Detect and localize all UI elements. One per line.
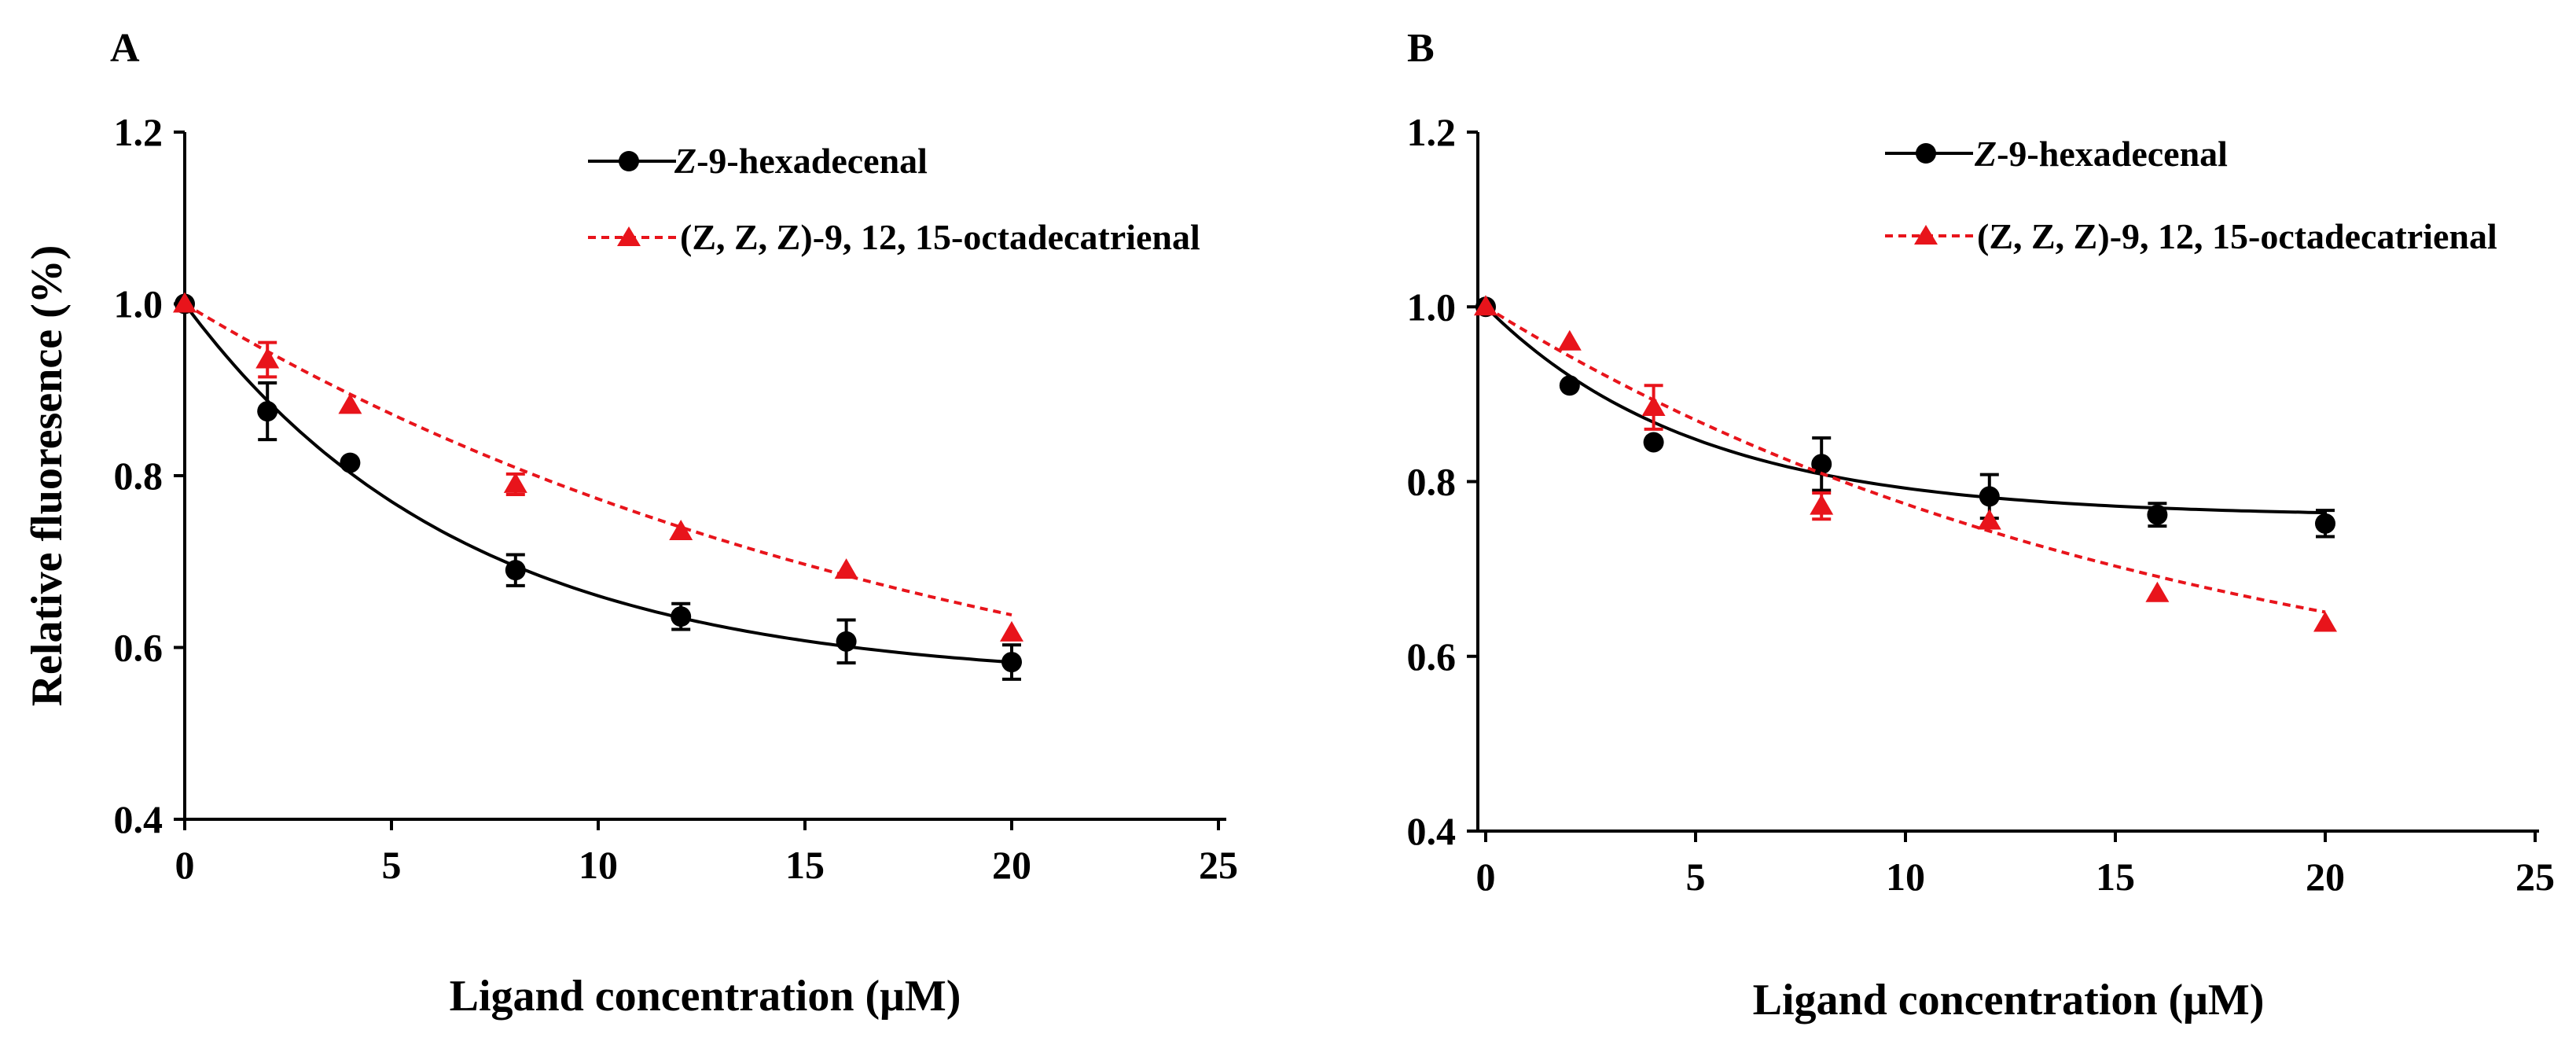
- panel-a-y-tick-label: 1.0: [114, 282, 164, 326]
- panel-a-y-tick-label: 0.6: [114, 626, 164, 670]
- panel-a-octadecatrienal-point: [338, 393, 362, 414]
- legend-label-prefix: (Z, Z, Z): [1977, 216, 2110, 256]
- panel-b-hexadecenal-point: [1811, 454, 1832, 475]
- panel-b-y-tick-label: 1.2: [1407, 110, 1457, 154]
- panel-a-y-tick-label: 0.8: [114, 454, 164, 498]
- panel-b-y-tick-label: 1.0: [1407, 285, 1457, 329]
- panel-b-octadecatrienal-point: [1474, 295, 1497, 316]
- panel-a-hexadecenal-point: [505, 560, 526, 581]
- panel-a-y-tick-label: 0.4: [114, 797, 164, 841]
- panel-a-x-tick-label: 20: [992, 843, 1031, 887]
- panel-a-octadecatrienal-point: [255, 348, 280, 369]
- panel-a-octadecatrienal-point: [669, 520, 693, 541]
- panel-a-hexadecenal-point: [1001, 652, 1022, 673]
- panel-b: B 0 5 10 15 20 25 0.4 0.6 0.8 1.0 1.2 Li…: [1407, 26, 2556, 1024]
- panel-b-y-ticks: [1467, 131, 1478, 833]
- panel-b-octadecatrienal-point: [1977, 509, 2001, 530]
- panel-b-legend-marker-hexadecenal: [1916, 143, 1936, 164]
- panel-a-x-tick-label: 15: [785, 843, 825, 887]
- panel-b-octadecatrienal-fit-line: [1484, 305, 2326, 614]
- panel-b-x-tick-label: 20: [2306, 855, 2345, 899]
- panel-b-y-tick-label: 0.6: [1407, 635, 1457, 679]
- panel-a-hexadecenal-point: [836, 631, 857, 652]
- panel-b-hexadecenal-point: [2147, 504, 2168, 525]
- panel-b-octadecatrienal-point: [1557, 329, 1582, 351]
- panel-b-y-tick-label: 0.4: [1407, 809, 1457, 853]
- panel-a-x-tick-label: 10: [579, 843, 618, 887]
- panel-a-legend-label-octadecatrienal: (Z, Z, Z)-9, 12, 15-octadecatrienal: [680, 217, 1200, 257]
- panel-b-legend-label-octadecatrienal: (Z, Z, Z)-9, 12, 15-octadecatrienal: [1977, 216, 2497, 256]
- panel-b-x-tick-label: 0: [1476, 855, 1496, 899]
- panel-a-plot-area: [173, 292, 1023, 681]
- legend-label-prefix: (Z, Z, Z): [680, 217, 813, 257]
- panel-a-y-tick-label: 1.2: [114, 110, 164, 154]
- panel-b-hexadecenal-point: [2315, 513, 2335, 534]
- panel-a-label: A: [110, 26, 140, 71]
- panel-a-x-tick-labels: 0 5 10 15 20 25: [175, 843, 1239, 887]
- panel-a-x-axis-title: Ligand concentration (μM): [450, 972, 961, 1021]
- panel-b-label: B: [1407, 26, 1435, 71]
- panel-a-x-tick-label: 5: [382, 843, 402, 887]
- panel-b-y-tick-label: 0.8: [1407, 460, 1457, 504]
- panel-b-legend: Z-9-hexadecenal (Z, Z, Z)-9, 12, 15-octa…: [1885, 134, 2497, 256]
- panel-b-x-tick-label: 25: [2515, 855, 2555, 899]
- panel-a-x-tick-label: 0: [175, 843, 195, 887]
- panel-a-hexadecenal-point: [257, 401, 278, 422]
- legend-label-rest: -9-hexadecenal: [696, 141, 928, 181]
- panel-b-hexadecenal-point: [1559, 375, 1580, 396]
- panel-a-hexadecenal-fit-line: [183, 303, 1012, 664]
- panel-a-y-ticks: [174, 131, 185, 821]
- panel-a-hexadecenal-point: [340, 452, 361, 473]
- panel-a-legend-marker-hexadecenal: [619, 151, 639, 171]
- panel-b-legend-label-hexadecenal: Z-9-hexadecenal: [1974, 134, 2228, 174]
- panel-b-x-axis-title: Ligand concentration (μM): [1753, 976, 2265, 1024]
- panel-b-plot-area: [1474, 295, 2337, 632]
- panel-b-octadecatrienal-point: [1641, 395, 1666, 417]
- panel-a-x-tick-label: 25: [1199, 843, 1238, 887]
- legend-label-rest: -9, 12, 15-octadecatrienal: [2110, 216, 2497, 256]
- legend-label-rest: -9-hexadecenal: [1997, 134, 2228, 174]
- panel-a-legend-marker-octadecatrienal: [617, 226, 641, 246]
- panel-b-x-tick-label: 15: [2096, 855, 2135, 899]
- legend-label-prefix: Z: [674, 141, 696, 181]
- panel-b-hexadecenal-point: [1643, 432, 1664, 453]
- panel-a-x-ticks: [183, 819, 1220, 830]
- panel-a-legend: Z-9-hexadecenal (Z, Z, Z)-9, 12, 15-octa…: [588, 141, 1200, 257]
- panel-b-octadecatrienal-point: [2145, 581, 2170, 602]
- panel-a-y-axis-title: Relative fluoresence (%): [23, 245, 72, 707]
- panel-b-x-ticks: [1484, 831, 2537, 842]
- legend-label-prefix: Z: [1974, 134, 1997, 174]
- panel-a: A 0 5 10 15 20 25 0.4 0.6 0.8 1.0 1.2 Li…: [23, 26, 1238, 1021]
- panel-a-octadecatrienal-point: [1000, 620, 1023, 642]
- panel-a-octadecatrienal-point: [173, 292, 197, 313]
- panel-b-x-tick-label: 5: [1686, 855, 1706, 899]
- panel-a-octadecatrienal-point: [834, 558, 858, 579]
- panel-a-y-tick-labels: 0.4 0.6 0.8 1.0 1.2: [114, 110, 164, 841]
- panel-b-octadecatrienal-point: [2313, 611, 2337, 632]
- panel-a-legend-label-hexadecenal: Z-9-hexadecenal: [674, 141, 928, 181]
- panel-b-hexadecenal-fit-line: [1484, 305, 2326, 515]
- panel-b-octadecatrienal-point: [1810, 494, 1834, 515]
- panel-a-hexadecenal-point: [671, 606, 692, 627]
- panel-a-octadecatrienal-fit-line: [183, 302, 1012, 617]
- panel-b-x-tick-label: 10: [1886, 855, 1925, 899]
- panel-b-y-tick-labels: 0.4 0.6 0.8 1.0 1.2: [1407, 110, 1457, 853]
- panel-b-x-tick-labels: 0 5 10 15 20 25: [1476, 855, 2556, 899]
- panel-b-hexadecenal-point: [1979, 486, 2000, 507]
- legend-label-rest: -9, 12, 15-octadecatrienal: [813, 217, 1200, 257]
- panel-b-legend-marker-octadecatrienal: [1914, 225, 1938, 245]
- panel-a-octadecatrienal-point: [503, 472, 527, 493]
